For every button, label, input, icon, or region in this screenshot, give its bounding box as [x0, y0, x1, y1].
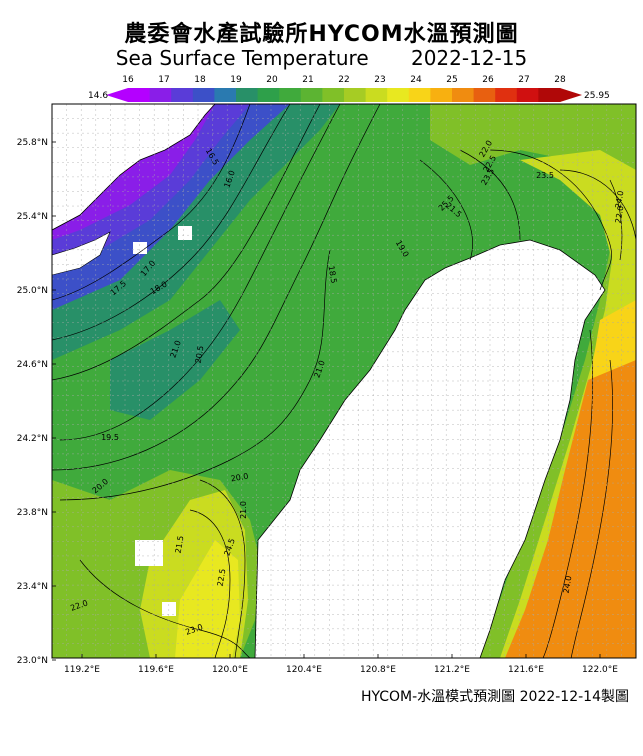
colorbar-segment: [452, 88, 475, 102]
colorbar-max-label: 25.95: [584, 91, 610, 101]
subtitle-text: Sea Surface Temperature: [115, 46, 369, 70]
colorbar-segment: [192, 88, 215, 102]
contour-label: 24.0: [614, 190, 626, 209]
colorbar-tick-label: 26: [482, 75, 494, 85]
zone-19-5-south: [110, 300, 240, 420]
colorbar-segment: [171, 88, 194, 102]
penghu-islands: [135, 540, 163, 566]
contour-label: 21.0: [239, 501, 248, 519]
colorbar-segment: [322, 88, 345, 102]
colorbar-segment: [214, 88, 237, 102]
longitude-tick-label: 120.4°E: [286, 665, 322, 675]
colorbar-segment: [408, 88, 431, 102]
contour-label: 20.0: [230, 472, 249, 484]
lat-lon-grid: [51, 103, 637, 659]
colorbar-tick-label: 28: [554, 75, 566, 85]
small-island: [178, 226, 192, 240]
colorbar-segment: [430, 88, 453, 102]
colorbar-segment: [236, 88, 259, 102]
latitude-tick-label: 24.6°N: [17, 360, 48, 370]
contour-label: 22.5: [216, 568, 228, 587]
latitude-tick-label: 25.0°N: [17, 286, 48, 296]
latitude-tick-label: 24.2°N: [17, 434, 48, 444]
colorbar-tick-label: 21: [302, 75, 313, 85]
latitude-tick-label: 25.8°N: [17, 138, 48, 148]
latitude-tick-label: 23.8°N: [17, 508, 48, 518]
contour-label: 18.5: [326, 265, 338, 284]
latitude-tick-label: 25.4°N: [17, 212, 48, 222]
small-island: [133, 242, 147, 254]
colorbar-tick-label: 17: [158, 75, 169, 85]
taiwan-land: [254, 239, 606, 658]
colorbar-segment: [257, 88, 280, 102]
colorbar-segment: [387, 88, 410, 102]
colorbar-min-label: 14.6: [88, 91, 108, 101]
colorbar-tick-label: 16: [122, 75, 134, 85]
latitude-tick-label: 23.4°N: [17, 582, 48, 592]
colorbar-segment: [344, 88, 367, 102]
colorbar-segment: [538, 88, 561, 102]
contour-label: 19.5: [101, 433, 119, 442]
colorbar-segment: [149, 88, 172, 102]
footer-caption: HYCOM-水溫模式預測圖 2022-12-14製圖: [360, 689, 629, 705]
chart-subtitle: Sea Surface Temperature 2022-12-15: [0, 46, 643, 70]
map-frame: [51, 103, 637, 659]
longitude-tick-label: 122.0°E: [582, 665, 618, 675]
contour-label: 24.0: [562, 575, 574, 594]
contour-label: 23.5: [536, 171, 554, 180]
colorbar-segment: [473, 88, 496, 102]
longitude-tick-label: 119.2°E: [64, 665, 100, 675]
longitude-tick-label: 121.6°E: [508, 665, 544, 675]
colorbar-tick-label: 25: [446, 75, 457, 85]
colorbar-segment: [128, 88, 151, 102]
contour-label: 21.5: [174, 535, 186, 554]
colorbar-segment: [516, 88, 539, 102]
longitude-tick-label: 120.0°E: [212, 665, 248, 675]
chart-title-chinese: 農委會水產試驗所HYCOM水溫預測圖: [124, 22, 519, 47]
latitude-axis: 25.8°N 25.4°N 25.0°N 24.6°N 24.2°N 23.8°N 23.4…: [17, 138, 56, 666]
colorbar-low-arrow: [106, 88, 128, 102]
colorbar-legend: 16 17 18 19 20 21 22 23 24 25 26 27 28 14.6 25.95: [88, 75, 610, 102]
colorbar-tick-label: 19: [230, 75, 242, 85]
longitude-tick-label: 121.2°E: [434, 665, 470, 675]
longitude-tick-label: 119.6°E: [138, 665, 174, 675]
colorbar-segment: [300, 88, 323, 102]
forecast-date: 2022-12-15: [410, 46, 528, 70]
colorbar-tick-label: 24: [410, 75, 422, 85]
colorbar-tick-label: 20: [266, 75, 278, 85]
sst-map: 25.8°N 25.4°N 25.0°N 24.6°N 24.2°N 23.8°N 23.4…: [17, 103, 637, 675]
sst-field: [52, 104, 636, 658]
zone-25-5: [505, 360, 636, 658]
mainland-china-land: [52, 104, 216, 231]
colorbar-segment: [365, 88, 388, 102]
contour-label: 22.0: [614, 205, 626, 224]
colorbar-tick-label: 23: [374, 75, 385, 85]
colorbar-tick-label: 27: [518, 75, 529, 85]
colorbar-segment: [495, 88, 518, 102]
colorbar-tick-label: 18: [194, 75, 206, 85]
colorbar-segment: [279, 88, 302, 102]
latitude-tick-label: 23.0°N: [17, 656, 48, 666]
longitude-axis: 119.2°E 119.6°E 120.0°E 120.4°E 120.8°E 121.2…: [64, 654, 618, 675]
longitude-tick-label: 120.8°E: [360, 665, 396, 675]
colorbar-high-arrow: [560, 88, 582, 102]
colorbar-tick-label: 22: [338, 75, 349, 85]
contour-label: 20.5: [194, 345, 206, 364]
